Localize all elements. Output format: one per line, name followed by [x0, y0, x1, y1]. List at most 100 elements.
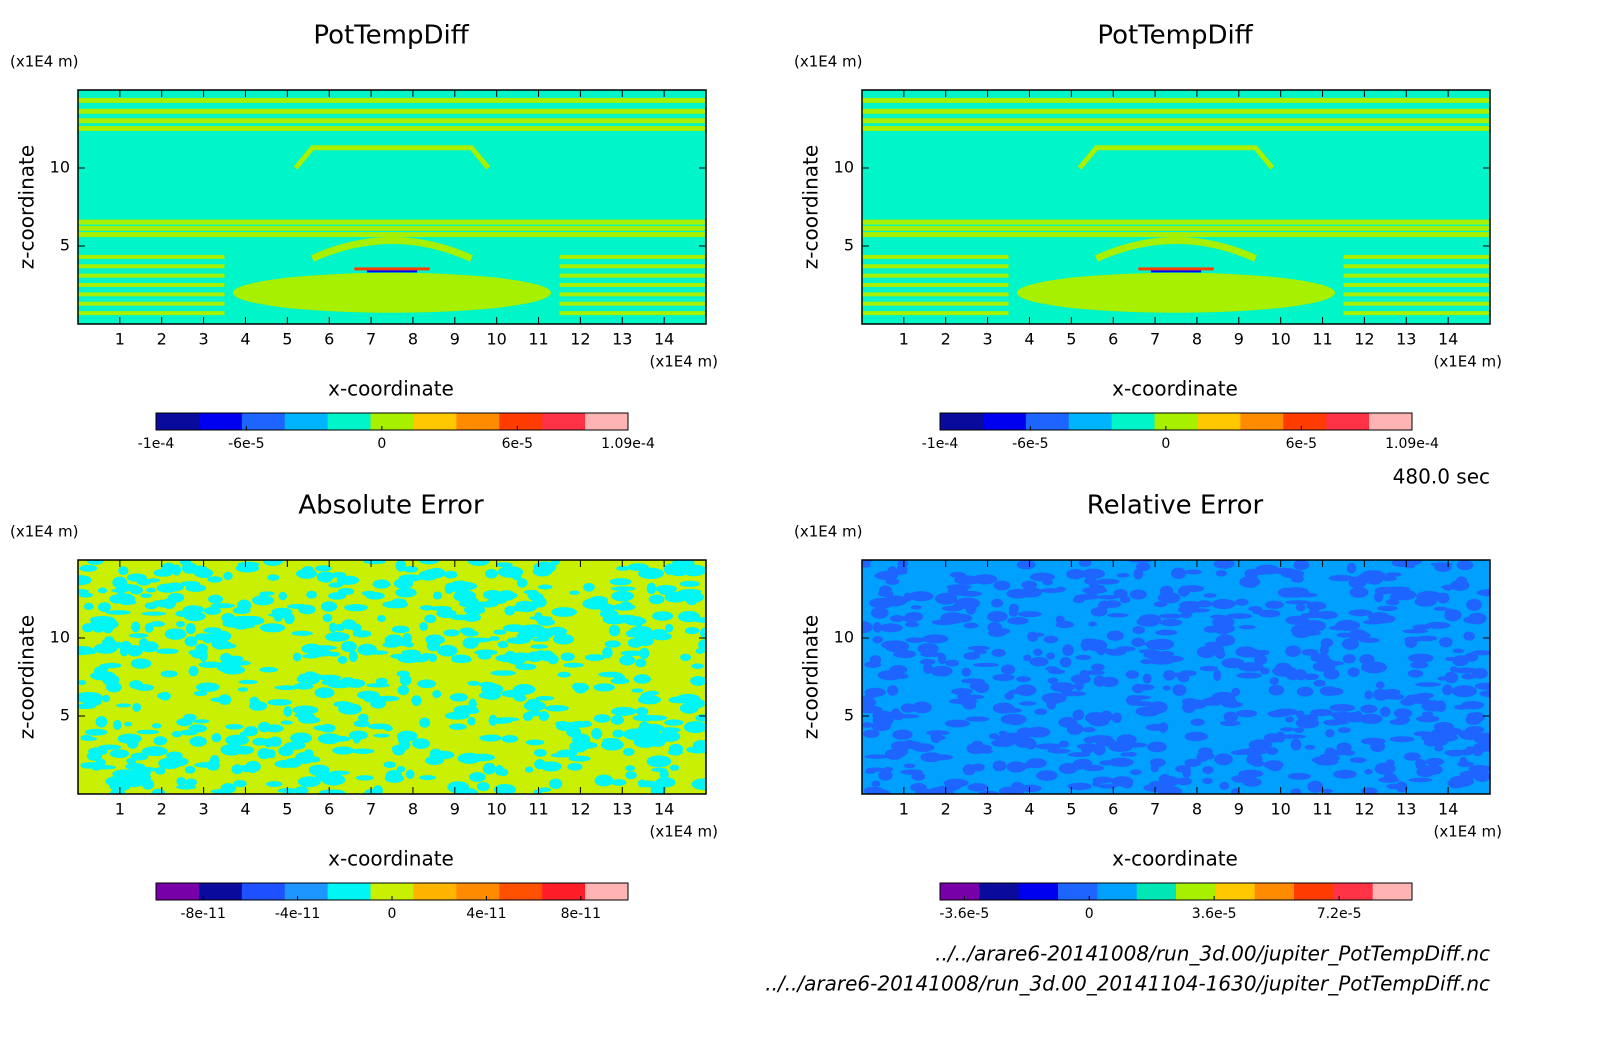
field-blob: [1472, 668, 1488, 679]
field-blob: [1163, 670, 1176, 681]
field-blob: [600, 739, 624, 751]
field-blob: [302, 653, 320, 659]
field-blob: [473, 601, 499, 608]
field-blob: [237, 599, 252, 611]
colorbar-tick-label: 0: [1161, 436, 1170, 452]
field-blob: [462, 630, 479, 637]
field-blob: [126, 573, 147, 582]
field-blob: [1295, 592, 1318, 598]
x-tick-label: 1: [115, 330, 125, 349]
field-blob: [684, 627, 700, 635]
field-blob: [652, 611, 674, 621]
colorbar-tick-label: 6e-5: [1286, 436, 1317, 452]
field-blob: [534, 759, 546, 770]
field-blob: [616, 565, 630, 571]
field-blob: [220, 783, 237, 794]
field-band: [78, 292, 225, 297]
field-blob: [965, 695, 976, 700]
field-blob: [151, 788, 166, 794]
field-blob: [321, 578, 332, 583]
field-blob: [892, 729, 913, 740]
field-blob: [1066, 568, 1085, 580]
x-tick-label: 7: [1150, 330, 1160, 349]
field-blob: [1231, 687, 1241, 697]
field-blob: [1343, 750, 1355, 756]
field-blob: [234, 745, 255, 755]
field-blob: [944, 719, 971, 728]
field-band: [78, 219, 706, 225]
colorbar-segment: [585, 413, 629, 430]
field-blob: [1175, 765, 1191, 773]
field-blob: [551, 607, 577, 617]
field-blob: [1349, 576, 1365, 584]
field-blob: [1360, 704, 1378, 714]
field-blob: [1433, 722, 1454, 732]
field-blob: [160, 670, 178, 678]
field-blob: [391, 598, 407, 606]
field-blob: [1463, 616, 1482, 624]
field-blob: [291, 630, 313, 636]
x-tick-label: 6: [324, 800, 334, 819]
field-blob: [1336, 632, 1352, 638]
x-unit: (x1E4 m): [649, 823, 718, 841]
colorbar-segment: [241, 413, 286, 430]
field-blob: [1246, 753, 1263, 766]
x-tick-label: 3: [983, 800, 993, 819]
field-blob: [1096, 644, 1106, 656]
field-blob: [1021, 580, 1037, 590]
field-blob: [1383, 772, 1397, 783]
field-blob: [104, 636, 114, 643]
field-blob: [193, 690, 208, 696]
field-blob: [1072, 759, 1086, 770]
field-blob: [116, 703, 132, 708]
field-blob: [140, 593, 152, 598]
field-blob: [303, 749, 314, 758]
field-blob: [625, 765, 636, 772]
field-blob: [1385, 598, 1400, 606]
field-blob: [337, 655, 348, 664]
field-blob: [986, 611, 1008, 623]
field-blob: [1018, 611, 1042, 618]
field-blob: [1008, 603, 1019, 614]
colorbar-segment: [198, 883, 243, 900]
field-blob: [1447, 778, 1465, 789]
field-blob: [911, 772, 926, 781]
field-blob: [1365, 573, 1384, 585]
x-axis-label: x-coordinate: [328, 377, 454, 401]
field-blob: [1006, 588, 1030, 599]
field-blob: [897, 560, 909, 567]
colorbar-segment: [1136, 883, 1177, 900]
field-blob: [332, 746, 355, 755]
colorbar-segment: [1068, 413, 1113, 430]
field-blob: [923, 662, 933, 674]
field-blob: [474, 649, 498, 656]
colorbar-segment: [1097, 883, 1138, 900]
field-blob: [515, 663, 537, 671]
field-blob: [1295, 717, 1320, 729]
y-tick-label: 10: [50, 158, 70, 177]
field-blob: [1375, 681, 1385, 689]
field-blob: [141, 778, 155, 790]
plot-frame: [77, 89, 707, 325]
colorbar-segment: [1283, 413, 1327, 430]
field-blob: [432, 591, 443, 600]
field-blob: [1015, 762, 1037, 769]
field-blob: [1433, 606, 1448, 611]
colorbar-tick-label: 3.6e-5: [1192, 906, 1237, 922]
field-blob: [1083, 736, 1096, 744]
field-blob: [690, 675, 706, 686]
field-blob: [525, 739, 545, 746]
field-blob: [83, 602, 94, 611]
chart-title: Absolute Error: [298, 491, 484, 521]
colorbar-segment: [1294, 883, 1334, 900]
field-blob: [1293, 560, 1310, 571]
panel: PotTempDiff (x1E4 m) z-coordinate (x1E4 m) x…: [10, 21, 718, 453]
field-blob: [513, 694, 527, 702]
field-blob: [1202, 766, 1214, 774]
field-blob: [664, 591, 687, 603]
field-blob: [1254, 654, 1268, 665]
field-blob: [1310, 708, 1333, 717]
y-tick-label: 5: [60, 706, 70, 725]
x-tick-label: 1: [115, 800, 125, 819]
chart-title: PotTempDiff: [1097, 21, 1253, 51]
